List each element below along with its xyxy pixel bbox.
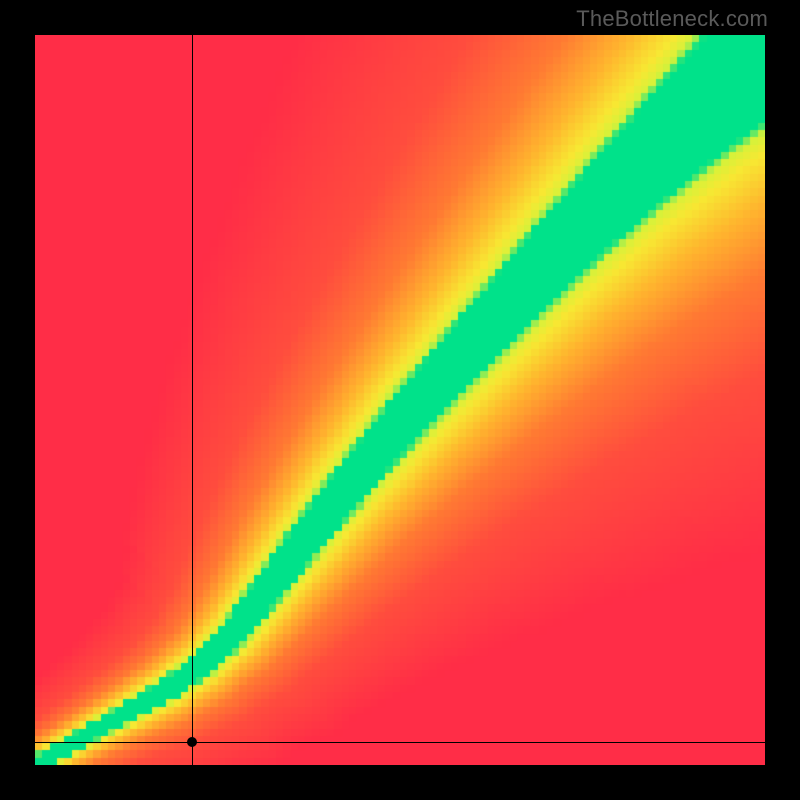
plot-area: [35, 35, 765, 765]
crosshair-vertical: [192, 35, 193, 765]
watermark-text: TheBottleneck.com: [576, 6, 768, 32]
crosshair-marker-dot: [187, 737, 197, 747]
crosshair-horizontal: [35, 742, 765, 743]
bottleneck-heatmap: [35, 35, 765, 765]
